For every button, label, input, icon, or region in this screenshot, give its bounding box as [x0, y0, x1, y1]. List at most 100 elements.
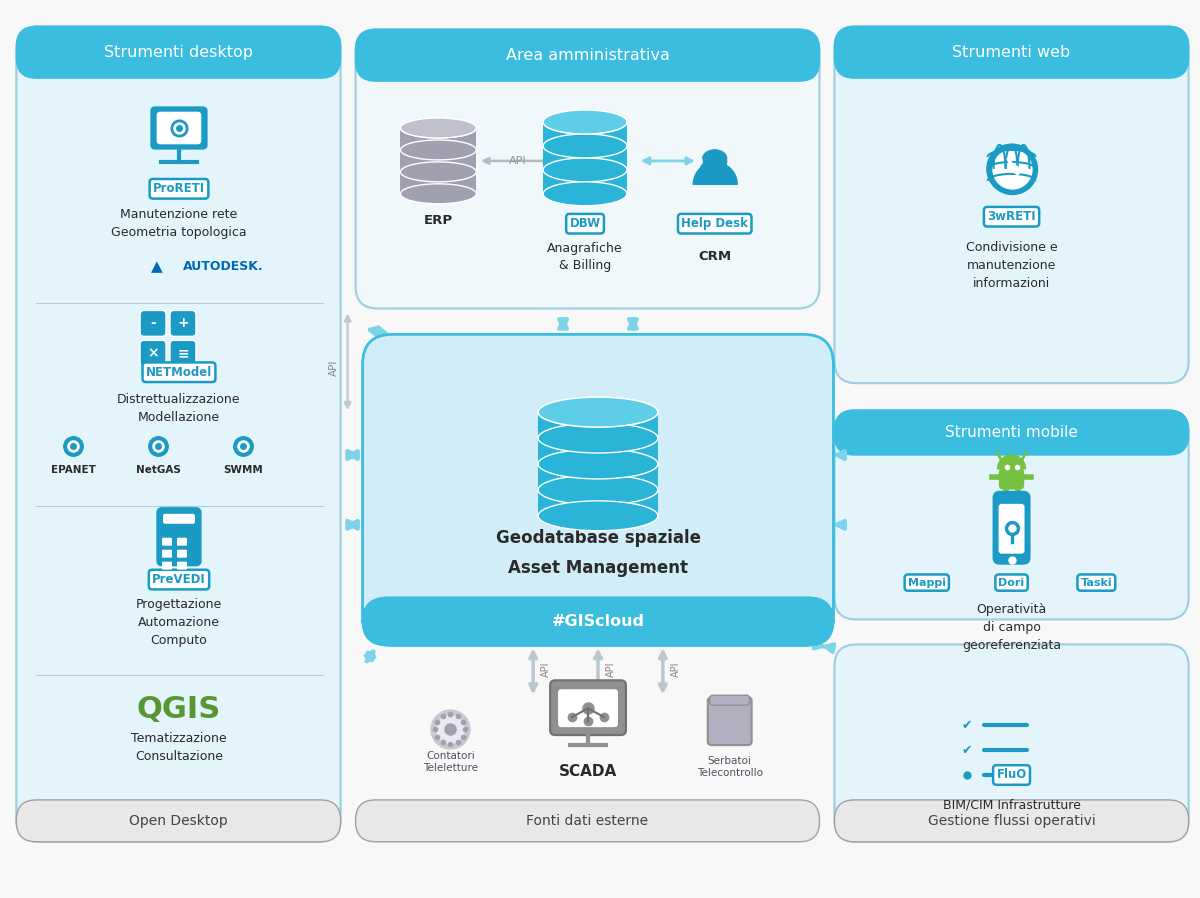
Text: Manutenzione rete
Geometria topologica: Manutenzione rete Geometria topologica	[112, 208, 247, 239]
Text: #GIScloud: #GIScloud	[552, 614, 644, 629]
Text: 3wRETI: 3wRETI	[988, 210, 1036, 224]
Text: BIM/CIM Infrastrutture: BIM/CIM Infrastrutture	[943, 798, 1080, 812]
FancyBboxPatch shape	[170, 311, 196, 337]
FancyBboxPatch shape	[157, 507, 200, 566]
FancyBboxPatch shape	[834, 645, 1189, 841]
Text: DBW: DBW	[570, 217, 600, 230]
Polygon shape	[544, 122, 626, 146]
Text: NETModel: NETModel	[146, 365, 212, 379]
Polygon shape	[538, 464, 658, 490]
FancyBboxPatch shape	[834, 26, 1189, 383]
FancyBboxPatch shape	[140, 311, 166, 337]
Ellipse shape	[544, 158, 626, 181]
Text: ERP: ERP	[424, 215, 452, 227]
Text: Gestione flussi operativi: Gestione flussi operativi	[928, 814, 1096, 828]
Ellipse shape	[401, 162, 476, 181]
Text: API: API	[329, 360, 338, 376]
Polygon shape	[544, 146, 626, 170]
FancyBboxPatch shape	[1000, 469, 1024, 489]
Text: Contatori
Teleletture: Contatori Teleletture	[422, 751, 478, 773]
Polygon shape	[401, 128, 476, 150]
Ellipse shape	[538, 501, 658, 531]
Text: ×: ×	[148, 347, 158, 360]
FancyBboxPatch shape	[834, 410, 1189, 620]
Ellipse shape	[401, 184, 476, 204]
Text: EPANET: EPANET	[50, 465, 96, 475]
FancyBboxPatch shape	[17, 26, 341, 841]
Text: Area amministrativa: Area amministrativa	[505, 48, 670, 63]
Text: Strumenti mobile: Strumenti mobile	[946, 425, 1078, 440]
FancyBboxPatch shape	[151, 107, 206, 149]
Text: API: API	[509, 156, 527, 166]
FancyBboxPatch shape	[162, 550, 172, 558]
Ellipse shape	[538, 423, 658, 453]
FancyBboxPatch shape	[708, 697, 751, 745]
Ellipse shape	[538, 475, 658, 505]
Ellipse shape	[544, 110, 626, 134]
Text: PreVEDI: PreVEDI	[152, 573, 206, 586]
Ellipse shape	[538, 397, 658, 427]
Text: -: -	[150, 316, 156, 330]
Text: ≡: ≡	[178, 347, 188, 360]
FancyBboxPatch shape	[176, 561, 187, 569]
Text: Distrettualizzazione
Modellazione: Distrettualizzazione Modellazione	[118, 392, 241, 424]
FancyBboxPatch shape	[176, 538, 187, 546]
Text: SCADA: SCADA	[559, 764, 617, 779]
FancyBboxPatch shape	[998, 504, 1025, 554]
FancyBboxPatch shape	[176, 550, 187, 558]
Text: Progettazione
Automazione
Computo: Progettazione Automazione Computo	[136, 598, 222, 647]
Ellipse shape	[538, 449, 658, 479]
FancyBboxPatch shape	[362, 597, 834, 646]
FancyBboxPatch shape	[17, 26, 341, 78]
Text: API: API	[541, 662, 551, 677]
Text: Fonti dati esterne: Fonti dati esterne	[527, 814, 648, 828]
Text: NetGAS: NetGAS	[136, 465, 180, 475]
Text: Anagrafiche
& Billing: Anagrafiche & Billing	[547, 242, 623, 271]
Polygon shape	[401, 150, 476, 172]
Text: ▲: ▲	[151, 259, 163, 274]
Text: API: API	[671, 662, 680, 677]
Ellipse shape	[538, 397, 658, 427]
Text: Operatività
di campo
georeferenziata: Operatività di campo georeferenziata	[962, 603, 1061, 652]
FancyBboxPatch shape	[834, 26, 1189, 78]
Text: Condivisione e
manutenzione
informazioni: Condivisione e manutenzione informazioni	[966, 241, 1057, 290]
FancyBboxPatch shape	[170, 340, 196, 366]
FancyBboxPatch shape	[362, 334, 834, 646]
Text: ✔: ✔	[961, 718, 972, 732]
Polygon shape	[538, 412, 658, 438]
Ellipse shape	[544, 110, 626, 134]
FancyBboxPatch shape	[157, 112, 200, 144]
FancyBboxPatch shape	[558, 690, 618, 727]
Ellipse shape	[544, 181, 626, 206]
Text: QGIS: QGIS	[137, 695, 221, 724]
FancyBboxPatch shape	[994, 492, 1030, 564]
Polygon shape	[538, 438, 658, 464]
FancyBboxPatch shape	[163, 514, 194, 524]
FancyBboxPatch shape	[355, 30, 820, 81]
FancyBboxPatch shape	[162, 538, 172, 546]
Text: Mappi: Mappi	[907, 577, 946, 587]
Text: CRM: CRM	[698, 251, 731, 263]
Polygon shape	[538, 490, 658, 515]
Text: +: +	[178, 316, 188, 330]
Text: SWMM: SWMM	[223, 465, 263, 475]
FancyBboxPatch shape	[834, 800, 1189, 841]
Text: Strumenti web: Strumenti web	[953, 45, 1070, 60]
Text: API: API	[606, 662, 616, 677]
Text: Geodatabase spaziale: Geodatabase spaziale	[496, 529, 701, 547]
FancyBboxPatch shape	[355, 30, 820, 308]
Text: Serbatoi
Telecontrollo: Serbatoi Telecontrollo	[697, 756, 763, 779]
FancyBboxPatch shape	[550, 681, 626, 735]
Ellipse shape	[401, 118, 476, 138]
Text: FluO: FluO	[996, 769, 1027, 781]
Text: Help Desk: Help Desk	[682, 217, 748, 230]
Text: Open Desktop: Open Desktop	[130, 814, 228, 828]
FancyBboxPatch shape	[140, 340, 166, 366]
FancyBboxPatch shape	[709, 695, 750, 705]
Polygon shape	[544, 170, 626, 194]
FancyBboxPatch shape	[17, 800, 341, 841]
FancyBboxPatch shape	[834, 410, 1189, 455]
Ellipse shape	[401, 140, 476, 160]
Text: Asset Management: Asset Management	[508, 559, 688, 577]
Ellipse shape	[401, 118, 476, 138]
